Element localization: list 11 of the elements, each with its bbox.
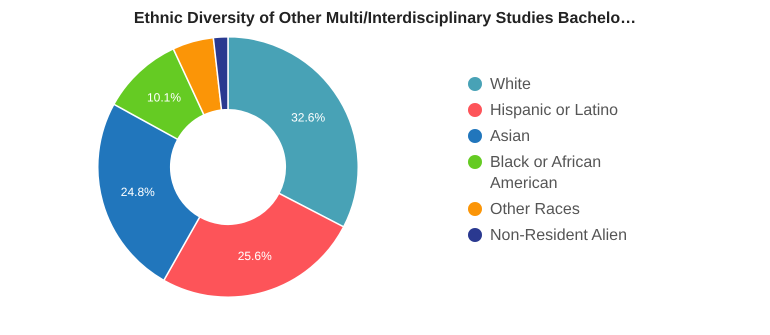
legend-label: Hispanic or Latino [490, 101, 618, 121]
legend-label: Other Races [490, 200, 580, 220]
legend-label: Asian [490, 127, 530, 147]
data-label: 32.6% [291, 110, 326, 125]
data-label: 24.8% [120, 184, 156, 199]
data-label: 25.6% [238, 249, 272, 264]
legend-label: Non-Resident Alien [490, 226, 627, 246]
legend-label: Black or African American [490, 153, 602, 194]
data-label: 10.1% [147, 90, 182, 105]
legend-label: White [490, 75, 531, 95]
chart-title: Ethnic Diversity of Other Multi/Interdisciplinary Studies Bachelo… [132, 10, 638, 28]
